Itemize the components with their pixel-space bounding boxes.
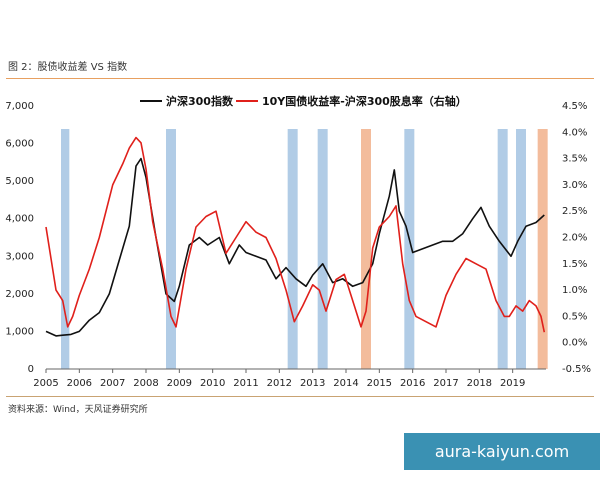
x-tick-label: 2011 xyxy=(233,378,258,389)
x-tick-label: 2012 xyxy=(267,378,292,389)
x-tick-label: 2010 xyxy=(200,378,225,389)
series-spread-line xyxy=(45,136,546,333)
y-right-tick-label: 3.0% xyxy=(562,180,587,191)
y-left-tick-label: 6,000 xyxy=(5,139,34,150)
x-tick-label: 2013 xyxy=(300,378,325,389)
x-tick-label: 2016 xyxy=(400,378,425,389)
highlight-band-7 xyxy=(516,129,526,369)
y-left-tick-label: 5,000 xyxy=(5,176,34,187)
highlight-band-6 xyxy=(497,129,508,369)
y-right-tick-label: -0.5% xyxy=(562,364,591,375)
highlight-band-4 xyxy=(361,129,371,369)
x-tick-label: 2017 xyxy=(433,378,458,389)
y-left-tick-label: 1,000 xyxy=(5,326,34,337)
watermark-banner: aura-kaiyun.com xyxy=(404,433,600,470)
y-right-tick-label: 1.5% xyxy=(562,259,587,270)
y-right-tick-label: 4.0% xyxy=(562,127,587,138)
y-left-tick-label: 4,000 xyxy=(5,214,34,225)
x-tick-label: 2015 xyxy=(367,378,392,389)
y-right-tick-label: 2.0% xyxy=(562,233,587,244)
x-tick-label: 2007 xyxy=(100,378,125,389)
y-left-tick-label: 0 xyxy=(28,364,34,375)
x-tick-label: 2006 xyxy=(67,378,92,389)
y-left-tick-label: 2,000 xyxy=(5,289,34,300)
x-tick-label: 2005 xyxy=(33,378,58,389)
y-left-tick-label: 3,000 xyxy=(5,251,34,262)
y-right-tick-label: 2.5% xyxy=(562,206,587,217)
y-right-tick-label: 0.0% xyxy=(562,338,587,349)
x-tick-label: 2019 xyxy=(500,378,525,389)
x-tick-label: 2009 xyxy=(167,378,192,389)
source-note: 资料来源：Wind，天风证券研究所 xyxy=(8,405,148,415)
highlight-band-8 xyxy=(537,129,548,369)
highlight-band-1 xyxy=(166,129,176,369)
y-right-tick-label: 0.5% xyxy=(562,311,587,322)
highlight-band-5 xyxy=(404,129,415,369)
highlight-band-3 xyxy=(317,129,328,369)
source-divider xyxy=(6,396,594,397)
legend-label: 10Y国债收益率-沪深300股息率（右轴） xyxy=(262,94,467,108)
highlight-band-2 xyxy=(287,129,298,369)
y-right-tick-label: 3.5% xyxy=(562,154,587,165)
title-divider xyxy=(6,78,594,79)
y-left-tick-label: 7,000 xyxy=(5,101,34,112)
y-right-tick-label: 4.5% xyxy=(562,101,587,112)
figure-title: 图 2：股债收益差 VS 指数 xyxy=(8,62,128,73)
highlight-band-0 xyxy=(61,129,70,369)
dual-axis-line-chart: 0 1,000 2,000 3,000 4,000 5,000 6,000 7,000 -0.5… xyxy=(5,94,591,389)
x-tick-label: 2014 xyxy=(333,378,358,389)
series-index-line xyxy=(45,157,545,337)
y-right-tick-label: 1.0% xyxy=(562,285,587,296)
legend-label: 沪深300指数 xyxy=(166,94,234,108)
x-tick-label: 2018 xyxy=(467,378,492,389)
x-tick-label: 2008 xyxy=(133,378,158,389)
